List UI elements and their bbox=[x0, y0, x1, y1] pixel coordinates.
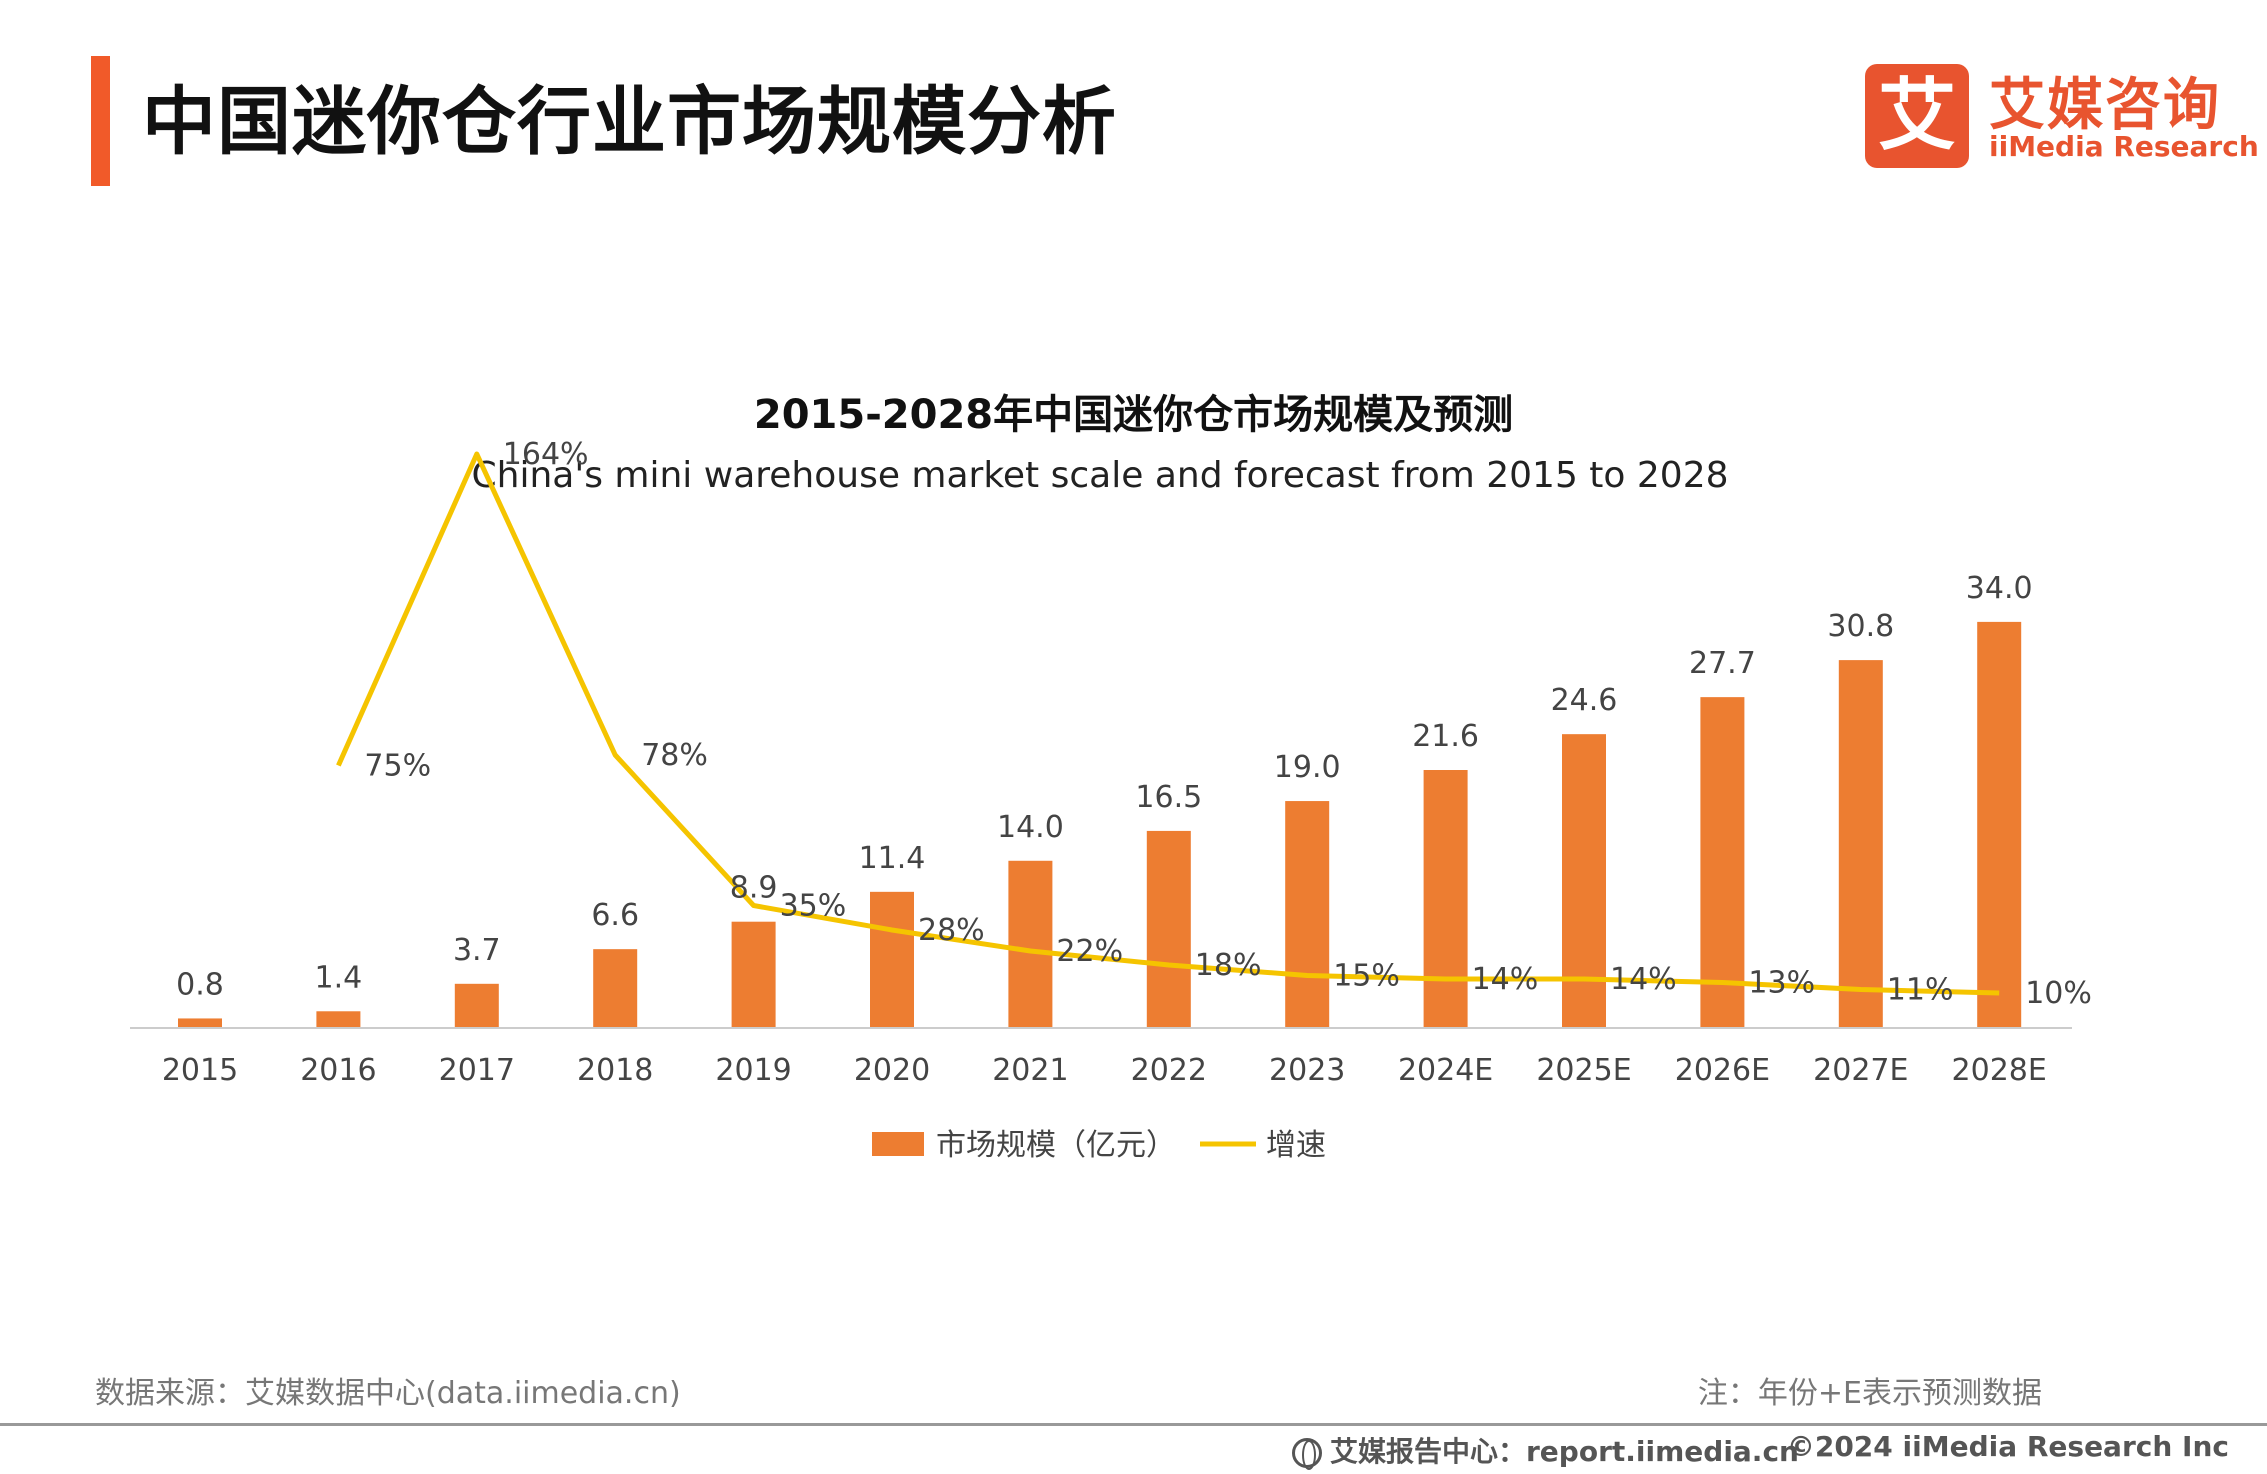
x-tick-2021: 2021 bbox=[992, 1053, 1068, 1088]
bar-2024E bbox=[1423, 770, 1468, 1028]
bar-2017 bbox=[454, 983, 499, 1028]
logo-english-name: iiMedia Research bbox=[1989, 130, 2259, 163]
x-tick-2024E: 2024E bbox=[1398, 1053, 1493, 1088]
chart-subtitle: China's mini warehouse market scale and … bbox=[471, 455, 1729, 496]
bar-2026E bbox=[1700, 697, 1745, 1028]
growth-label-2017: 164% bbox=[503, 437, 589, 472]
footer-divider bbox=[0, 1423, 2267, 1426]
x-tick-2015: 2015 bbox=[162, 1053, 238, 1088]
bar-label-2028E: 34.0 bbox=[1966, 571, 2033, 606]
chart-title: 2015-2028年中国迷你仓市场规模及预测 bbox=[753, 392, 1514, 438]
bar-2019 bbox=[731, 921, 776, 1028]
growth-label-2022: 18% bbox=[1195, 948, 1262, 983]
growth-label-2025E: 14% bbox=[1610, 962, 1677, 997]
bar-label-2023: 19.0 bbox=[1274, 750, 1341, 785]
bar-2022 bbox=[1146, 830, 1191, 1028]
bar-2027E bbox=[1838, 660, 1883, 1028]
growth-label-2024E: 14% bbox=[1472, 962, 1539, 997]
growth-label-2026E: 13% bbox=[1748, 966, 1815, 1001]
growth-label-2023: 15% bbox=[1333, 959, 1400, 994]
globe-icon bbox=[1292, 1438, 1322, 1470]
line-series bbox=[336, 451, 2000, 996]
x-tick-2025E: 2025E bbox=[1536, 1053, 1631, 1088]
x-axis-ticks: 2015 2016 2017 2018 2019 2020 2021 2022 2023 2024… bbox=[162, 1053, 2047, 1088]
x-tick-2016: 2016 bbox=[300, 1053, 376, 1088]
bar-label-2017: 3.7 bbox=[453, 933, 501, 968]
bar-label-2024E: 21.6 bbox=[1412, 719, 1479, 754]
brand-logo: 艾 艾媒咨询 iiMedia Research bbox=[1865, 62, 2259, 172]
growth-label-2018: 78% bbox=[641, 738, 708, 773]
bar-label-2015: 0.8 bbox=[176, 967, 224, 1002]
bar-2025E bbox=[1562, 734, 1606, 1028]
legend-bar-label: 市场规模（亿元） bbox=[936, 1128, 1176, 1163]
x-tick-2028E: 2028E bbox=[1952, 1053, 2047, 1088]
legend: 市场规模（亿元） 增速 bbox=[872, 1128, 1326, 1163]
x-tick-2022: 2022 bbox=[1131, 1053, 1207, 1088]
x-tick-2019: 2019 bbox=[715, 1053, 791, 1088]
bar-2028E bbox=[1977, 621, 2022, 1028]
data-labels: 0.8 1.4 3.7 6.6 8.9 11.4 14.0 16.5 19.0 21.6 24.6 2… bbox=[176, 437, 2092, 1011]
bar-label-2018: 6.6 bbox=[591, 898, 639, 933]
bar-2015 bbox=[178, 1018, 222, 1028]
bar-label-2019: 8.9 bbox=[730, 871, 778, 906]
growth-label-2020: 28% bbox=[918, 913, 985, 948]
bar-2020 bbox=[870, 891, 914, 1028]
bar-2018 bbox=[593, 949, 638, 1028]
growth-label-2028E: 10% bbox=[2025, 976, 2092, 1011]
legend-line-label: 增速 bbox=[1266, 1128, 1326, 1163]
x-tick-2017: 2017 bbox=[439, 1053, 515, 1088]
growth-label-2027E: 11% bbox=[1887, 973, 1954, 1008]
bar-label-2021: 14.0 bbox=[997, 810, 1064, 845]
x-tick-2023: 2023 bbox=[1269, 1053, 1345, 1088]
growth-label-2016: 75% bbox=[364, 749, 431, 784]
bar-label-2025E: 24.6 bbox=[1551, 683, 1618, 718]
footer-report-text: 艾媒报告中心：report.iimedia.cn bbox=[1330, 1435, 1799, 1468]
data-source: 数据来源：艾媒数据中心(data.iimedia.cn) bbox=[95, 1376, 681, 1411]
x-tick-2026E: 2026E bbox=[1675, 1053, 1770, 1088]
footer-report-link[interactable]: 艾媒报告中心：report.iimedia.cn bbox=[1292, 1430, 1799, 1470]
bar-2023 bbox=[1285, 801, 1330, 1028]
legend-bar-swatch bbox=[872, 1132, 924, 1156]
bar-2016 bbox=[316, 1011, 361, 1028]
bar-label-2026E: 27.7 bbox=[1689, 646, 1756, 681]
title-accent-bar bbox=[91, 56, 110, 186]
x-tick-2027E: 2027E bbox=[1813, 1053, 1908, 1088]
bar-label-2016: 1.4 bbox=[315, 960, 363, 995]
logo-mark-icon: 艾 bbox=[1865, 64, 1969, 168]
page-title: 中国迷你仓行业市场规模分析 bbox=[142, 79, 1117, 165]
bar-label-2022: 16.5 bbox=[1135, 780, 1202, 815]
footer-copyright: ©2024 iiMedia Research Inc bbox=[1786, 1430, 2229, 1463]
growth-label-2019: 35% bbox=[780, 889, 847, 924]
bar-label-2020: 11.4 bbox=[859, 841, 926, 876]
x-tick-2018: 2018 bbox=[577, 1053, 653, 1088]
growth-label-2021: 22% bbox=[1056, 934, 1123, 969]
logo-chinese-name: 艾媒咨询 bbox=[1989, 73, 2221, 138]
x-tick-2020: 2020 bbox=[854, 1053, 930, 1088]
bar-2021 bbox=[1008, 860, 1053, 1028]
forecast-note: 注：年份+E表示预测数据 bbox=[1697, 1376, 2042, 1411]
bar-label-2027E: 30.8 bbox=[1827, 609, 1894, 644]
